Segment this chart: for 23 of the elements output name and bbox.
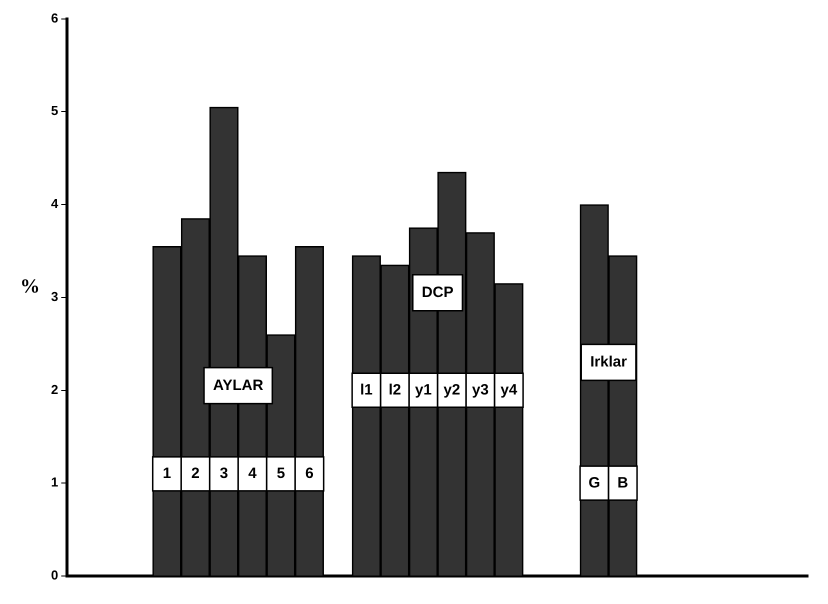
annotation: AYLAR <box>213 376 264 394</box>
x-tick-label: l1 <box>360 381 373 398</box>
x-tick-label: 2 <box>191 464 200 482</box>
x-tick-label: 3 <box>220 464 228 482</box>
y-tick-label: 6 <box>50 10 58 26</box>
y-tick-label: 0 <box>50 568 58 583</box>
x-tick-label: y4 <box>500 381 518 398</box>
x-tick-label: l2 <box>388 381 402 398</box>
x-tick-label: G <box>588 474 600 492</box>
annotation: Irklar <box>590 354 628 371</box>
x-tick-label: 1 <box>162 464 172 482</box>
x-tick-label: B <box>617 474 628 492</box>
x-tick-label: y1 <box>415 381 432 398</box>
x-tick-label: y3 <box>472 381 489 398</box>
annotation: DCP <box>422 284 454 301</box>
x-tick-label: y2 <box>444 381 460 398</box>
y-tick-label: 3 <box>50 288 58 304</box>
x-tick-label: 4 <box>248 464 258 482</box>
y-tick-label: 4 <box>50 196 59 212</box>
x-tick-label: 5 <box>276 464 286 482</box>
y-axis-title: % <box>20 276 40 298</box>
x-tick-label: 6 <box>305 464 314 482</box>
y-tick-label: 5 <box>50 103 58 118</box>
